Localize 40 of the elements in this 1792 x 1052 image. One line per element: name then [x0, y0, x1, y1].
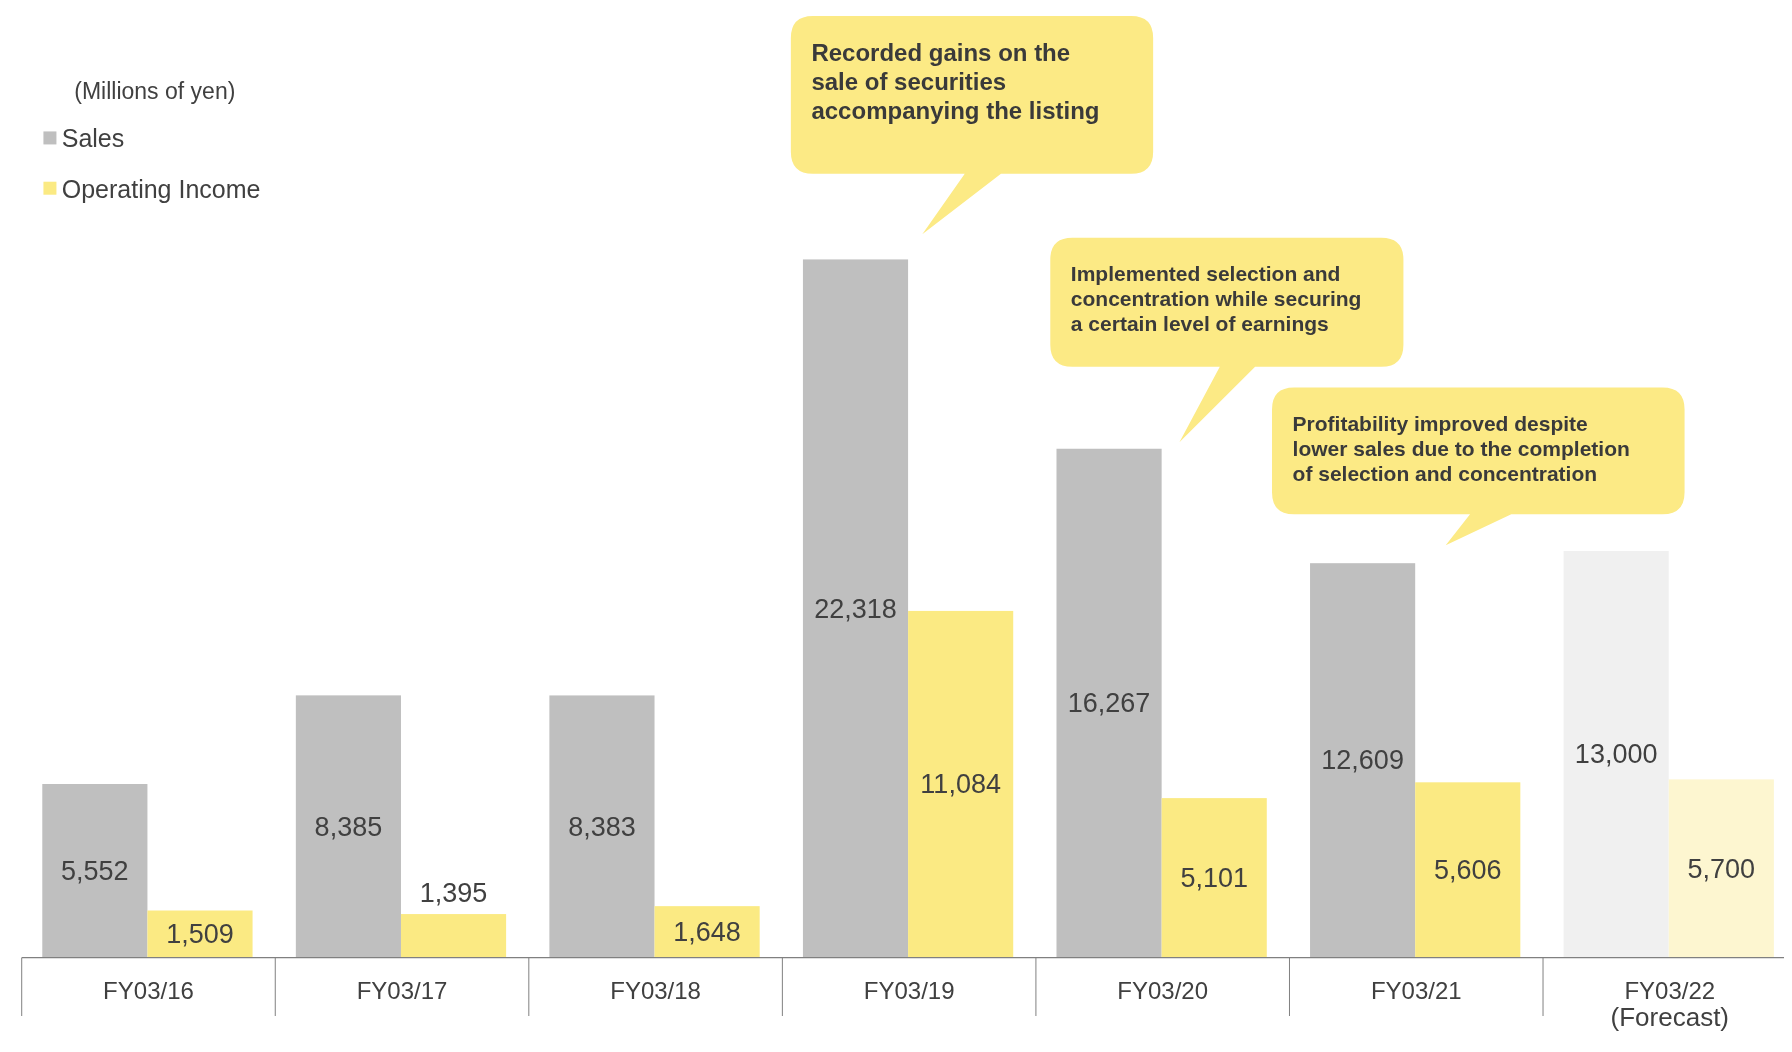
text: (Millions of yen) — [74, 78, 236, 105]
bar — [549, 695, 655, 958]
x-tick-label: FY03/17 — [356, 977, 448, 1005]
data-label: 1,395 — [419, 878, 488, 909]
bar — [802, 259, 909, 958]
x-tick-label: FY03/18 — [610, 977, 701, 1005]
x-tick-label: FY03/20 — [1117, 977, 1209, 1005]
x-tick-label: FY03/22 — [1624, 977, 1716, 1005]
bar — [1668, 779, 1774, 958]
bar — [295, 695, 401, 958]
bar — [1161, 798, 1267, 958]
data-label: 8,383 — [568, 811, 636, 842]
data-label: 12,609 — [1321, 745, 1404, 776]
data-label: 5,101 — [1180, 862, 1248, 893]
legend-label: Sales — [61, 124, 125, 153]
bar — [908, 610, 1014, 958]
annotation: Profitability improved despite lower sales due to the completion of selection and concentration — [1292, 411, 1630, 486]
bar — [1310, 563, 1416, 958]
bar — [1415, 782, 1521, 958]
x-tick-label: FY03/19 — [863, 977, 955, 1005]
data-label: 11,084 — [920, 769, 1001, 800]
x-tick-label: FY03/21 — [1370, 977, 1462, 1005]
text: (Forecast) — [1610, 1002, 1730, 1032]
data-label: 5,700 — [1687, 853, 1756, 884]
bar — [400, 914, 507, 958]
annotation: Implemented selection and concentration while securing a certain level of earnings — [1070, 261, 1362, 336]
legend-label: Operating Income — [61, 174, 261, 203]
bar — [42, 784, 148, 958]
data-label: 1,509 — [166, 919, 234, 950]
data-label: 1,648 — [673, 916, 741, 947]
data-label: 8,385 — [314, 811, 383, 842]
data-label: 22,318 — [814, 593, 897, 624]
data-label: 16,267 — [1067, 688, 1151, 719]
bar — [1056, 448, 1162, 958]
data-label: 13,000 — [1574, 739, 1658, 770]
data-label: 5,552 — [61, 855, 129, 886]
bar — [1563, 550, 1669, 958]
data-label: 5,606 — [1433, 855, 1502, 886]
x-tick-label: FY03/16 — [103, 977, 194, 1005]
text: Recorded gains on the sale of securities accompanying the listing — [811, 39, 1100, 125]
